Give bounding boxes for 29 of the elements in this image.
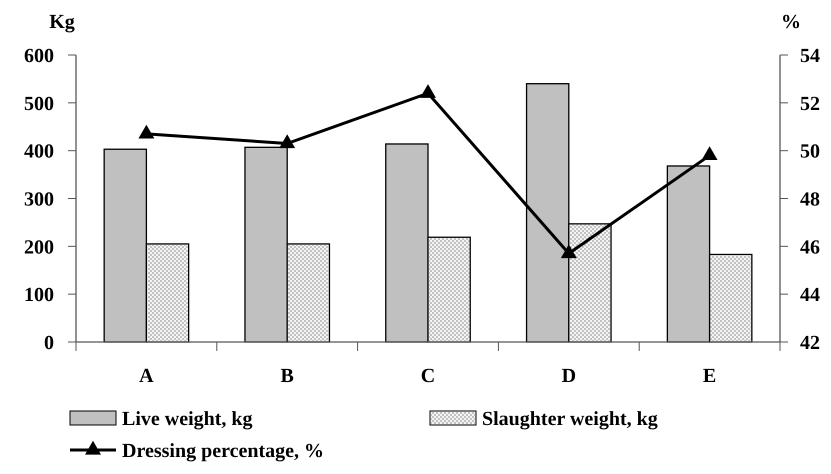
y-axis-title: Kg [49,11,75,33]
legend-label: Slaughter weight, kg [482,408,658,430]
y2-tick-label: 46 [800,236,820,258]
y2-tick-label: 52 [800,92,820,115]
x-tick-label: B [280,365,294,387]
x-tick-label: A [139,365,154,387]
point [702,146,718,160]
x-tick-label: E [702,365,716,387]
y2-tick-label: 48 [800,188,820,210]
y-tick-label: 500 [24,92,54,115]
point [138,124,154,139]
y2-axis-title: % [781,11,801,33]
y2-tick-label: 54 [800,45,820,67]
x-tick-label: C [420,365,436,387]
x-tick-label: D [562,365,576,387]
y-tick-label: 400 [24,140,54,163]
y-tick-label: 0 [44,332,54,354]
y2-tick-label: 42 [800,332,820,354]
y2-tick-label: 44 [800,284,820,306]
y-tick-label: 300 [24,188,54,210]
y2-tick-label: 50 [800,140,820,163]
y-tick-label: 600 [24,45,54,67]
point [560,244,577,258]
point [279,134,296,148]
y-tick-label: 200 [24,236,54,258]
point [420,84,436,98]
legend-label: Live weight, kg [122,408,253,430]
y-tick-label: 100 [24,284,54,306]
legend-label: Dressing percentage, % [122,440,324,462]
